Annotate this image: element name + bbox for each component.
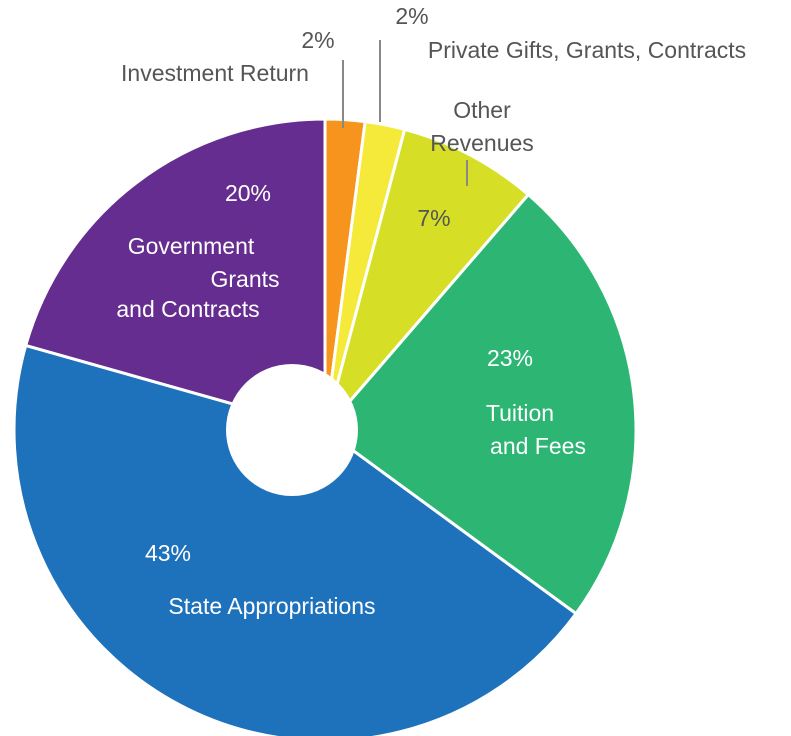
- value-label: 23%: [487, 345, 533, 371]
- slice-label: Tuition: [486, 400, 554, 426]
- slice: [323, 127, 531, 431]
- value-label: 7%: [417, 205, 450, 231]
- slice-label: State Appropriations: [168, 593, 375, 619]
- slice-label: Grants: [210, 266, 279, 292]
- slice-label: and Contracts: [116, 296, 259, 322]
- slice: [322, 192, 638, 616]
- slice: [23, 117, 327, 432]
- value-label: 2%: [301, 27, 334, 53]
- value-label: 20%: [225, 180, 271, 206]
- value-label: 43%: [145, 540, 191, 566]
- slice-label: Other: [453, 97, 511, 123]
- slice-label: Investment Return: [121, 60, 309, 86]
- slice-label: Private Gifts, Grants, Contracts: [428, 37, 746, 63]
- slice-label: Government: [128, 233, 255, 259]
- slice-label: Revenues: [430, 130, 534, 156]
- value-label: 2%: [395, 3, 428, 29]
- slice: [12, 343, 579, 736]
- slice-label: and Fees: [490, 433, 586, 459]
- donut-hole: [226, 364, 358, 496]
